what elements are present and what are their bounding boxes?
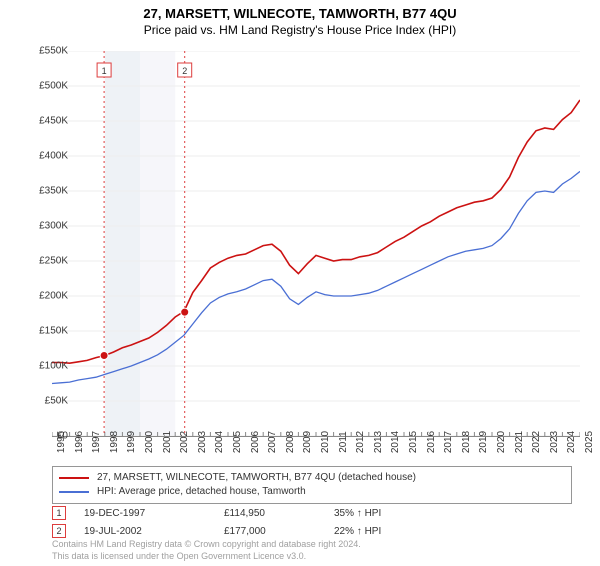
y-tick-label: £150K xyxy=(24,326,68,337)
legend-label: 27, MARSETT, WILNECOTE, TAMWORTH, B77 4Q… xyxy=(97,471,416,485)
x-tick-label: 2016 xyxy=(426,431,437,453)
sale-marker-badge: 1 xyxy=(52,506,66,520)
x-tick-label: 2003 xyxy=(197,431,208,453)
legend-item: 27, MARSETT, WILNECOTE, TAMWORTH, B77 4Q… xyxy=(59,471,565,485)
sale-price: £114,950 xyxy=(224,508,334,519)
y-tick-label: £350K xyxy=(24,186,68,197)
x-tick-label: 2000 xyxy=(144,431,155,453)
x-tick-label: 2008 xyxy=(285,431,296,453)
sale-marker-badge: 2 xyxy=(52,524,66,538)
chart-container: 27, MARSETT, WILNECOTE, TAMWORTH, B77 4Q… xyxy=(0,6,600,566)
footer-line: This data is licensed under the Open Gov… xyxy=(52,550,361,562)
x-tick-label: 2001 xyxy=(162,431,173,453)
x-tick-label: 2015 xyxy=(408,431,419,453)
x-tick-label: 2007 xyxy=(267,431,278,453)
x-tick-label: 2012 xyxy=(355,431,366,453)
svg-text:2: 2 xyxy=(182,66,187,76)
x-tick-label: 2011 xyxy=(338,431,349,453)
sale-date: 19-DEC-1997 xyxy=(84,508,224,519)
x-tick-label: 2009 xyxy=(302,431,313,453)
y-tick-label: £400K xyxy=(24,151,68,162)
x-tick-label: 1998 xyxy=(109,431,120,453)
x-tick-label: 2019 xyxy=(478,431,489,453)
x-tick-label: 2024 xyxy=(566,431,577,453)
chart-title: 27, MARSETT, WILNECOTE, TAMWORTH, B77 4Q… xyxy=(0,6,600,21)
x-tick-label: 1997 xyxy=(91,431,102,453)
svg-text:1: 1 xyxy=(102,66,107,76)
x-tick-label: 2005 xyxy=(232,431,243,453)
x-tick-label: 2010 xyxy=(320,431,331,453)
x-tick-label: 1996 xyxy=(74,431,85,453)
plot-svg: 12 xyxy=(52,51,580,436)
legend-swatch xyxy=(59,491,89,493)
y-tick-label: £500K xyxy=(24,81,68,92)
y-tick-label: £550K xyxy=(24,46,68,57)
legend-item: HPI: Average price, detached house, Tamw… xyxy=(59,485,565,499)
y-tick-label: £450K xyxy=(24,116,68,127)
x-tick-label: 2006 xyxy=(250,431,261,453)
y-tick-label: £200K xyxy=(24,291,68,302)
y-tick-label: £50K xyxy=(24,396,68,407)
x-tick-label: 2018 xyxy=(461,431,472,453)
legend-swatch xyxy=(59,477,89,479)
x-tick-label: 2022 xyxy=(531,431,542,453)
legend-label: HPI: Average price, detached house, Tamw… xyxy=(97,485,306,499)
x-tick-label: 2020 xyxy=(496,431,507,453)
x-tick-label: 1995 xyxy=(56,431,67,453)
x-tick-label: 2004 xyxy=(214,431,225,453)
x-tick-label: 2025 xyxy=(584,431,595,453)
sale-hpi: 22% ↑ HPI xyxy=(334,526,381,537)
x-tick-label: 2017 xyxy=(443,431,454,453)
x-tick-label: 2021 xyxy=(514,431,525,453)
x-tick-label: 2013 xyxy=(373,431,384,453)
plot-area: 12 xyxy=(52,51,580,437)
footer: Contains HM Land Registry data © Crown c… xyxy=(52,538,361,562)
x-tick-label: 1999 xyxy=(126,431,137,453)
x-tick-label: 2023 xyxy=(549,431,560,453)
footer-line: Contains HM Land Registry data © Crown c… xyxy=(52,538,361,550)
y-tick-label: £250K xyxy=(24,256,68,267)
x-tick-label: 2002 xyxy=(179,431,190,453)
sale-date: 19-JUL-2002 xyxy=(84,526,224,537)
sale-marker-row: 1 19-DEC-1997 £114,950 35% ↑ HPI xyxy=(52,506,572,520)
sale-price: £177,000 xyxy=(224,526,334,537)
y-tick-label: £300K xyxy=(24,221,68,232)
x-tick-label: 2014 xyxy=(390,431,401,453)
legend: 27, MARSETT, WILNECOTE, TAMWORTH, B77 4Q… xyxy=(52,466,572,504)
sale-hpi: 35% ↑ HPI xyxy=(334,508,381,519)
sale-marker-row: 2 19-JUL-2002 £177,000 22% ↑ HPI xyxy=(52,524,572,538)
y-tick-label: £100K xyxy=(24,361,68,372)
chart-subtitle: Price paid vs. HM Land Registry's House … xyxy=(0,23,600,37)
